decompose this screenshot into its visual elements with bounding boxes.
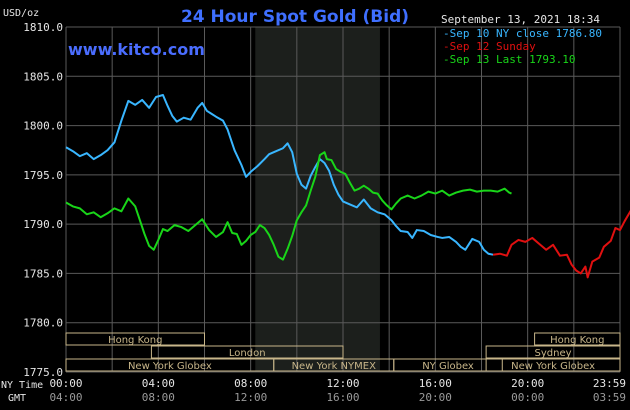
x-tick-ny: 12:00 xyxy=(326,377,359,390)
series-line-0 xyxy=(65,94,494,256)
series-line-1 xyxy=(492,210,630,279)
session-box xyxy=(65,332,205,346)
session-label: Sydney xyxy=(535,348,572,359)
session-label: London xyxy=(229,348,266,359)
series-lines xyxy=(65,94,630,279)
x-tick-gmt: 16:00 xyxy=(326,391,359,404)
y-tick-label: 1775.0 xyxy=(23,366,63,379)
x-tick-gmt: 00:00 xyxy=(511,391,544,404)
session-label: NY Globex xyxy=(422,361,474,372)
y-tick-label: 1795.0 xyxy=(23,169,63,182)
x-tick-ny: 16:00 xyxy=(419,377,452,390)
session-box xyxy=(150,345,344,359)
x-tick-ny: 00:00 xyxy=(49,377,82,390)
y-tick-label: 1800.0 xyxy=(23,120,63,133)
timestamp: September 13, 2021 18:34 xyxy=(441,13,600,26)
legend-item-sep10: -Sep 10 NY close 1786.80 xyxy=(443,27,602,40)
series-line-2 xyxy=(65,151,512,261)
x-tick-ny: 20:00 xyxy=(511,377,544,390)
session-label: New York NYMEX xyxy=(292,361,377,372)
legend-item-sep13: -Sep 13 Last 1793.10 xyxy=(443,53,575,66)
legend-item-sep12: -Sep 12 Sunday xyxy=(443,40,536,53)
grid-lines xyxy=(65,26,621,373)
session-label: New York Globex xyxy=(511,361,595,372)
x-tick-gmt: 12:00 xyxy=(234,391,267,404)
y-unit-label: USD/oz xyxy=(3,8,39,19)
x-tick-labels: 00:0004:0004:0008:0008:0012:0012:0016:00… xyxy=(49,377,626,404)
trading-sessions: Hong Kong London New York Globex New York N… xyxy=(65,332,621,372)
x-tick-gmt: 08:00 xyxy=(142,391,175,404)
x-tick-ny: 04:00 xyxy=(142,377,175,390)
y-tick-label: 1780.0 xyxy=(23,317,63,330)
gmt-label: GMT xyxy=(8,393,26,404)
y-tick-label: 1810.0 xyxy=(23,21,63,34)
x-tick-gmt: 03:59 xyxy=(593,391,626,404)
y-tick-label: 1805.0 xyxy=(23,70,63,83)
y-tick-label: 1785.0 xyxy=(23,267,63,280)
x-tick-gmt: 04:00 xyxy=(49,391,82,404)
chart-title: 24 Hour Spot Gold (Bid) xyxy=(181,7,409,27)
session-box xyxy=(485,358,621,372)
session-box xyxy=(534,332,621,346)
legend: -Sep 10 NY close 1786.80 -Sep 12 Sunday … xyxy=(443,27,602,66)
x-tick-ny: 23:59 xyxy=(593,377,626,390)
session-label: Hong Kong xyxy=(108,335,162,346)
session-box xyxy=(485,345,621,359)
y-tick-label: 1790.0 xyxy=(23,218,63,231)
session-label: New York Globex xyxy=(128,361,212,372)
ny-session-shade xyxy=(255,27,380,372)
session-box xyxy=(393,358,503,372)
watermark: www.kitco.com xyxy=(68,40,205,59)
x-tick-ny: 08:00 xyxy=(234,377,267,390)
y-tick-labels: 1810.0 1805.0 1800.0 1795.0 1790.0 1785.0 1780… xyxy=(23,21,63,379)
ny-time-label: NY Time xyxy=(1,380,43,391)
session-label: Hong Kong xyxy=(550,335,604,346)
x-tick-gmt: 20:00 xyxy=(419,391,452,404)
